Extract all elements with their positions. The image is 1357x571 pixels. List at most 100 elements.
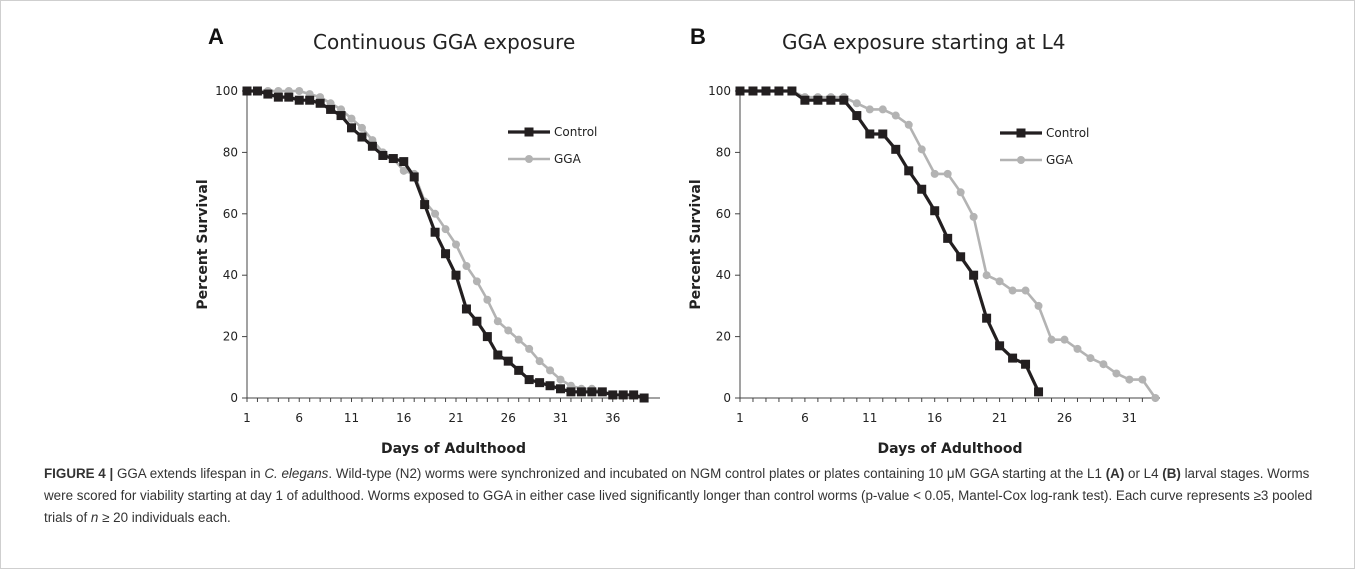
panel-title-b: GGA exposure starting at L4 xyxy=(782,30,1066,54)
data-point-control xyxy=(545,381,555,391)
data-point-control xyxy=(813,95,823,105)
data-point-gga xyxy=(1086,354,1095,363)
data-point-control xyxy=(535,378,545,388)
caption-text-1: GGA extends lifespan in xyxy=(113,466,265,481)
data-point-gga xyxy=(982,271,991,280)
data-point-control xyxy=(263,89,273,99)
x-tick-label: 36 xyxy=(605,411,620,425)
data-point-control xyxy=(761,86,771,96)
x-tick-label: 21 xyxy=(448,411,463,425)
data-point-control xyxy=(252,86,262,96)
caption-text-4: larval stages. Worms were scored for via… xyxy=(44,466,1313,525)
data-point-gga xyxy=(462,261,471,270)
data-point-gga xyxy=(969,212,978,221)
y-tick-label: 40 xyxy=(716,268,731,282)
data-point-control xyxy=(1021,359,1031,369)
data-point-control xyxy=(430,227,440,237)
data-point-gga xyxy=(347,114,356,123)
data-point-control xyxy=(748,86,758,96)
data-point-control xyxy=(357,132,367,142)
data-point-gga xyxy=(1008,286,1017,295)
data-point-control xyxy=(493,350,503,360)
caption-species: C. elegans xyxy=(264,466,329,481)
data-point-control xyxy=(347,123,356,133)
legend-marker-control xyxy=(1016,128,1026,138)
data-point-gga xyxy=(1125,375,1134,384)
panel-title-a: Continuous GGA exposure xyxy=(313,30,576,54)
y-tick-label: 0 xyxy=(230,391,238,405)
data-point-control xyxy=(597,387,607,397)
x-tick-label: 11 xyxy=(862,411,877,425)
data-point-gga xyxy=(891,111,900,120)
panel-letter-b: B xyxy=(690,24,706,49)
data-point-control xyxy=(461,304,471,314)
caption-n-symbol: n xyxy=(90,510,99,525)
data-point-control xyxy=(326,104,336,114)
data-point-gga xyxy=(483,295,492,304)
data-point-control xyxy=(629,390,639,400)
data-point-gga xyxy=(431,209,440,218)
data-point-gga xyxy=(399,166,408,175)
y-tick-label: 20 xyxy=(223,330,238,344)
x-tick-label: 6 xyxy=(801,411,809,425)
data-point-gga xyxy=(452,240,460,249)
y-axis-label: Percent Survival xyxy=(195,179,211,309)
data-point-control xyxy=(904,166,914,176)
figure-caption: FIGURE 4 | GGA extends lifespan in C. el… xyxy=(44,463,1334,529)
panel-letter-a: A xyxy=(208,24,224,49)
y-tick-label: 20 xyxy=(716,330,731,344)
data-point-gga xyxy=(441,225,450,234)
data-point-gga xyxy=(535,357,544,366)
y-tick-label: 80 xyxy=(223,145,238,159)
caption-text-3: or L4 xyxy=(1124,466,1163,481)
data-point-control xyxy=(378,150,388,160)
data-point-control xyxy=(943,233,953,243)
data-point-gga xyxy=(956,188,965,197)
data-point-control xyxy=(242,86,252,96)
legend-marker-gga xyxy=(525,155,533,163)
x-tick-label: 1 xyxy=(736,411,744,425)
data-point-gga xyxy=(546,366,555,375)
data-point-control xyxy=(336,111,346,121)
data-point-control xyxy=(524,375,534,385)
data-point-control xyxy=(367,141,377,151)
data-point-control xyxy=(774,86,784,96)
data-point-control xyxy=(441,249,451,259)
x-tick-label: 1 xyxy=(243,411,251,425)
data-point-control xyxy=(472,316,482,326)
data-point-control xyxy=(735,86,745,96)
data-point-control xyxy=(420,200,430,210)
y-tick-label: 100 xyxy=(708,84,731,98)
y-axis-label: Percent Survival xyxy=(688,179,704,309)
x-tick-label: 11 xyxy=(344,411,359,425)
data-point-control xyxy=(305,95,315,105)
y-tick-label: 0 xyxy=(723,391,731,405)
data-point-control xyxy=(917,184,927,194)
data-point-gga xyxy=(357,123,366,132)
data-point-gga xyxy=(1073,344,1082,353)
data-point-control xyxy=(618,390,628,400)
y-tick-label: 60 xyxy=(223,207,238,221)
y-tick-label: 80 xyxy=(716,145,731,159)
data-point-control xyxy=(514,365,524,375)
data-point-control xyxy=(451,270,461,280)
data-point-control xyxy=(826,95,836,105)
caption-label: FIGURE 4 | xyxy=(44,466,114,481)
data-point-gga xyxy=(1034,301,1043,310)
data-point-gga xyxy=(930,169,939,178)
data-point-control xyxy=(503,356,513,366)
data-point-gga xyxy=(943,169,952,178)
data-point-control xyxy=(1008,353,1018,363)
data-point-control xyxy=(409,172,419,182)
data-point-control xyxy=(995,341,1005,351)
data-point-gga xyxy=(525,344,534,353)
data-point-control xyxy=(982,313,992,323)
y-tick-label: 40 xyxy=(223,268,238,282)
x-tick-label: 26 xyxy=(501,411,516,425)
caption-ref-a: (A) xyxy=(1105,466,1125,481)
y-tick-label: 100 xyxy=(215,84,238,98)
data-point-gga xyxy=(493,317,502,326)
legend-label-gga: GGA xyxy=(554,152,582,166)
